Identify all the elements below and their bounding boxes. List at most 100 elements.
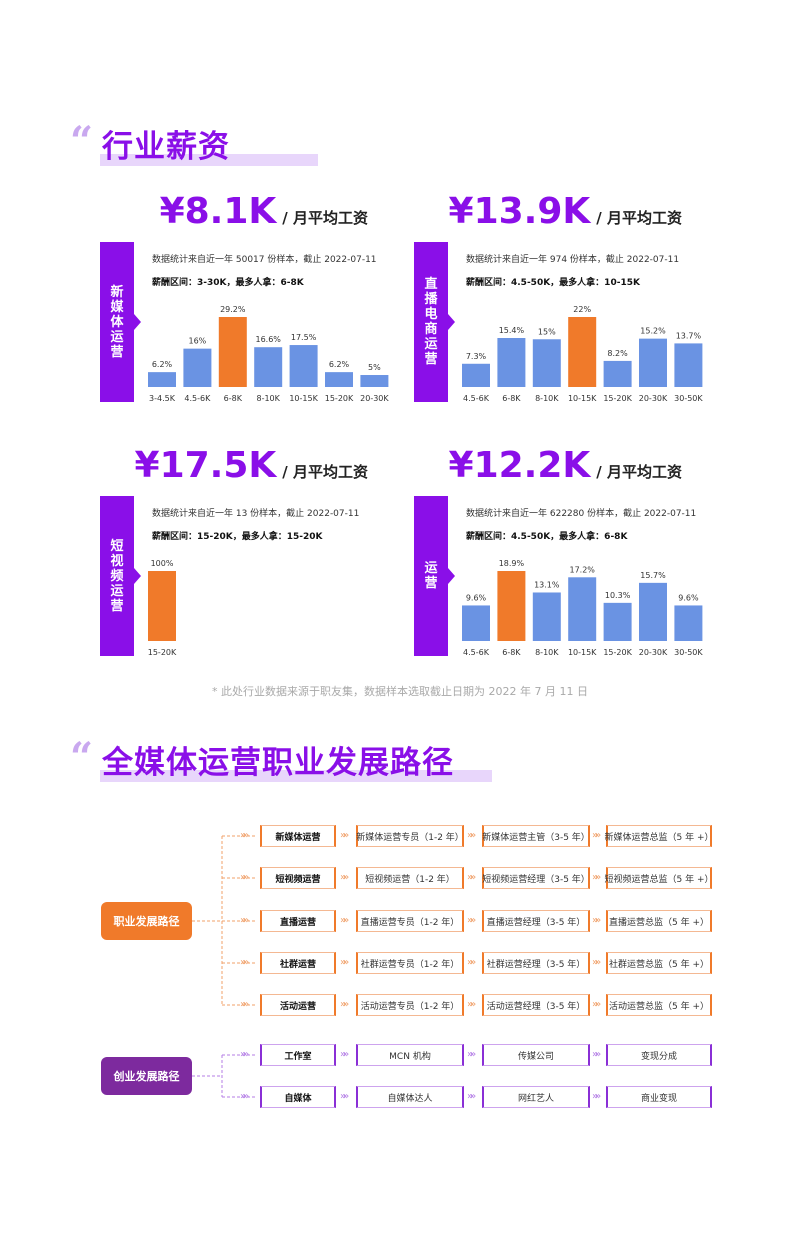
path-step: 传媒公司 — [482, 1044, 590, 1066]
bar-8-10K — [254, 347, 283, 387]
bar-6-8K — [497, 571, 526, 641]
role-tab: 运营 — [414, 496, 455, 656]
chevron-right-icon: »» — [340, 999, 349, 1010]
bar-8-10K — [532, 339, 561, 387]
salary-chart: 6.2% 3-4.5K 16% 4.5-6K 29.2% 6-8K 16.6% 8-10K 17… — [148, 305, 389, 403]
sample-stat: 数据统计来自近一年 50017 份样本，截止 2022-07-11 — [152, 255, 377, 265]
chevron-right-icon: »» — [592, 1091, 601, 1102]
bar-10-15K — [289, 345, 318, 387]
salary-range: 薪酬区间：4.5-50K，最多人拿：6-8K — [466, 532, 628, 542]
bar-value-label: 29.2% — [220, 305, 246, 314]
bar-value-label: 5% — [368, 363, 381, 372]
sample-stat: 数据统计来自近一年 974 份样本，截止 2022-07-11 — [466, 255, 680, 265]
bar-4.5-6K — [462, 363, 490, 387]
path-step: 新媒体运营主管（3-5 年） — [482, 825, 590, 847]
path-step: 活动运营经理（3-5 年） — [482, 994, 590, 1016]
bar-value-label: 8.2% — [607, 349, 628, 358]
path-step: 短视频运营经理（3-5 年） — [482, 867, 590, 889]
bar-value-label: 17.5% — [291, 333, 317, 342]
path-step: 直播运营专员（1-2 年） — [356, 910, 464, 932]
path-step: 网红艺人 — [482, 1086, 590, 1108]
avg-salary: ¥17.5K / 月平均工资 — [134, 445, 368, 486]
path-step: 直播运营经理（3-5 年） — [482, 910, 590, 932]
bar-30-50K — [674, 343, 703, 387]
path-step: 社群运营经理（3-5 年） — [482, 952, 590, 974]
path-category: 工作室 — [260, 1044, 336, 1066]
role-tab: 直播电商运营 — [414, 242, 455, 402]
bar-8-10K — [532, 592, 561, 641]
bar-value-label: 16.6% — [255, 335, 281, 344]
category-tick-label: 10-15K — [568, 394, 597, 403]
bar-value-label: 6.2% — [329, 360, 350, 369]
role-tab: 短视频运营 — [100, 496, 141, 656]
category-tick-label: 3-4.5K — [149, 394, 176, 403]
career-path-root: 职业发展路径 — [101, 902, 192, 940]
category-tick-label: 6-8K — [502, 394, 521, 403]
heading-underline — [100, 154, 318, 166]
path-step: 自媒体达人 — [356, 1086, 464, 1108]
category-tick-label: 10-15K — [568, 648, 597, 657]
category-tick-label: 30-50K — [674, 394, 703, 403]
bar-value-label: 15% — [538, 327, 556, 336]
chevron-right-icon: »» — [240, 957, 249, 968]
bar-value-label: 13.1% — [534, 580, 560, 589]
path-step: 短视频运营总监（5 年 +） — [605, 867, 714, 889]
bar-value-label: 15.4% — [499, 326, 525, 335]
salary-panel-short-video: ¥17.5K / 月平均工资 短视频运营 数据统计来自近一年 13 份样本，截止 … — [100, 446, 400, 666]
chevron-right-icon: »» — [592, 999, 601, 1010]
bar-value-label: 15.2% — [640, 327, 666, 336]
chevron-right-icon: »» — [340, 1091, 349, 1102]
category-tick-label: 20-30K — [639, 648, 668, 657]
chevron-right-icon: »» — [467, 999, 476, 1010]
salary-chart: 100% 15-20K — [148, 559, 177, 657]
path-category: 新媒体运营 — [260, 825, 336, 847]
category-tick-label: 20-30K — [360, 394, 389, 403]
chevron-right-icon: »» — [592, 1049, 601, 1060]
bar-value-label: 100% — [151, 559, 174, 568]
salary-panel-new-media: ¥8.1K / 月平均工资 新媒体运营 数据统计来自近一年 50017 份样本，截… — [100, 192, 400, 412]
category-tick-label: 15-20K — [603, 394, 632, 403]
bar-15-20K — [325, 372, 353, 387]
chevron-right-icon: »» — [467, 1049, 476, 1060]
path-step: 商业变现 — [606, 1086, 712, 1108]
category-tick-label: 20-30K — [639, 394, 668, 403]
bar-20-30K — [639, 582, 667, 641]
salary-panel-operations: ¥12.2K / 月平均工资 运营 数据统计来自近一年 622280 份样本，截止… — [414, 446, 714, 666]
path-step: 社群运营专员（1-2 年） — [356, 952, 464, 974]
category-tick-label: 8-10K — [535, 394, 559, 403]
chevron-right-icon: »» — [592, 957, 601, 968]
salary-chart: 7.3% 4.5-6K 15.4% 6-8K 15% 8-10K 22% 10-15K 8.2%… — [462, 305, 703, 403]
startup-path-root: 创业发展路径 — [101, 1057, 192, 1095]
chevron-right-icon: »» — [592, 830, 601, 841]
bar-value-label: 6.2% — [152, 360, 173, 369]
bar-20-30K — [639, 338, 667, 387]
bar-value-label: 17.2% — [569, 565, 595, 574]
bar-20-30K — [360, 375, 389, 387]
chevron-right-icon: »» — [240, 999, 249, 1010]
bar-4.5-6K — [183, 348, 212, 387]
category-tick-label: 4.5-6K — [463, 394, 490, 403]
salary-section-title: 行业薪资 — [102, 129, 230, 165]
category-tick-label: 4.5-6K — [463, 648, 490, 657]
chevron-right-icon: »» — [467, 1091, 476, 1102]
avg-salary: ¥12.2K / 月平均工资 — [448, 445, 682, 486]
sample-stat: 数据统计来自近一年 13 份样本，截止 2022-07-11 — [152, 509, 360, 519]
chevron-right-icon: »» — [240, 1049, 249, 1060]
category-tick-label: 6-8K — [224, 394, 243, 403]
bar-value-label: 10.3% — [605, 591, 631, 600]
category-tick-label: 15-20K — [325, 394, 354, 403]
path-category: 社群运营 — [260, 952, 336, 974]
salary-panel-live-commerce: ¥13.9K / 月平均工资 直播电商运营 数据统计来自近一年 974 份样本，截… — [414, 192, 714, 412]
path-category: 自媒体 — [260, 1086, 336, 1108]
bar-value-label: 9.6% — [678, 593, 699, 602]
path-step: 新媒体运营专员（1-2 年） — [356, 825, 464, 847]
bar-value-label: 22% — [573, 305, 591, 314]
category-tick-label: 8-10K — [256, 394, 280, 403]
bar-4.5-6K — [462, 605, 490, 641]
chevron-right-icon: »» — [340, 957, 349, 968]
chevron-right-icon: »» — [467, 830, 476, 841]
avg-salary: ¥13.9K / 月平均工资 — [448, 191, 682, 232]
bar-15-20K — [148, 571, 176, 641]
path-step: 活动运营总监（5 年 +） — [606, 994, 712, 1016]
bar-value-label: 15.7% — [640, 571, 666, 580]
